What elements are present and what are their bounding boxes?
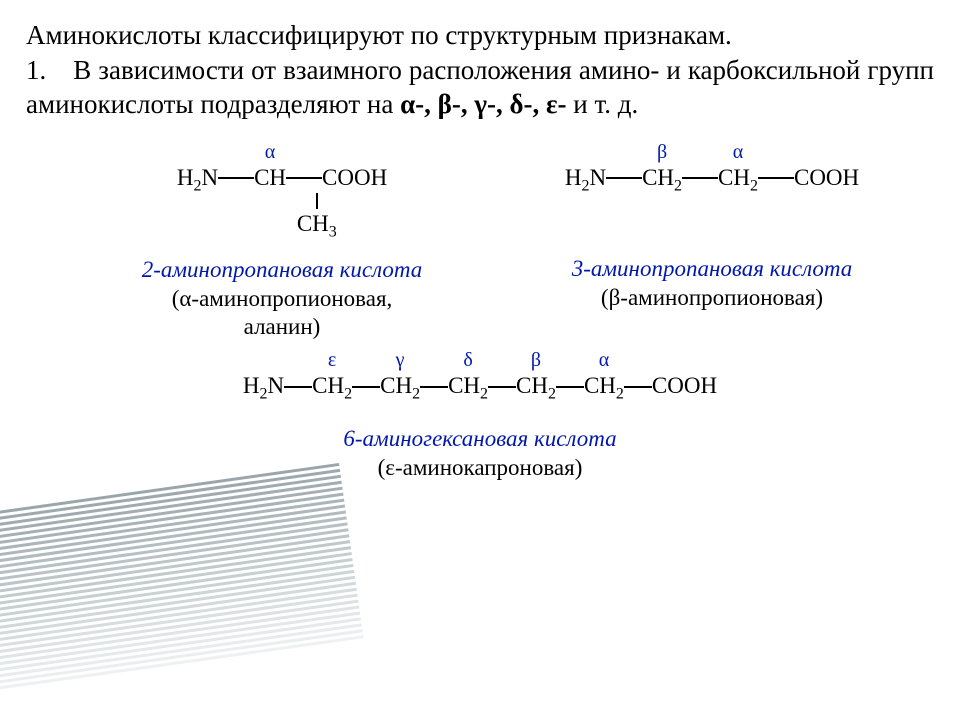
txt-2d: 2 (344, 386, 352, 403)
txt-2c: 2 (750, 177, 758, 194)
structure-2-trivial-name: (β-аминопропионовая) (502, 284, 922, 313)
frag-ch2-beta: βCH2 (642, 164, 682, 192)
txt-h: H (565, 165, 582, 190)
bond (352, 371, 380, 399)
txt-ch2: CH (642, 165, 674, 190)
txt-2e: 2 (412, 386, 420, 403)
txt-ch2: CH (448, 373, 480, 398)
greek-alpha: α (584, 350, 624, 370)
vbond (316, 193, 318, 209)
bond (286, 163, 322, 191)
structure-2-formula: H2NβCH2αCH2COOH (565, 164, 859, 242)
txt-3: 3 (329, 223, 337, 240)
txt-ch2: CH (718, 165, 750, 190)
structure-3-chain: H2NεCH2γCH2δCH2βCH2αCH2COOH (243, 372, 717, 400)
structure-3-trivial-name: (ε-аминокапроновая) (243, 454, 717, 483)
greek-beta: β (516, 350, 556, 370)
structures-row1: H2NαCHCOOH CH3 2-аминопропановая кислота… (26, 164, 934, 343)
decorative-hatch (0, 463, 375, 720)
page: Аминокислоты классифицируют по структурн… (0, 0, 960, 720)
frag-h2n: H2N (565, 164, 606, 192)
structure-3-formula: H2NεCH2γCH2δCH2βCH2αCH2COOH (243, 372, 717, 400)
greek-alpha: α (254, 142, 286, 162)
frag-ch2-alpha: αCH2 (584, 372, 624, 400)
txt-2f: 2 (480, 386, 488, 403)
frag-ch2-eps: εCH2 (312, 372, 352, 400)
bond (218, 163, 254, 191)
frag-ch2-beta: βCH2 (516, 372, 556, 400)
greek-delta: δ (448, 350, 488, 370)
greek-alpha: α (718, 142, 758, 162)
txt-ch: CH (254, 165, 286, 190)
txt-ch2: CH (584, 373, 616, 398)
greek-epsilon: ε (312, 350, 352, 370)
frag-ch2-delta: δCH2 (448, 372, 488, 400)
txt-n: N (589, 165, 606, 190)
structure-2-systematic-name: 3-аминопропановая кислота (502, 256, 922, 282)
txt-ch3a: CH (297, 211, 329, 236)
txt-ch2: CH (380, 373, 412, 398)
frag-ch2-alpha: αCH2 (718, 164, 758, 192)
txt-ch2: CH (312, 373, 344, 398)
greek-gamma: γ (380, 350, 420, 370)
txt-2b: 2 (674, 177, 682, 194)
structure-3-systematic-name: 6-аминогексановая кислота (243, 426, 717, 452)
structure-1-trivial-line2: аланин) (244, 314, 321, 339)
bond (488, 371, 516, 399)
frag-ch2-gamma: γCH2 (380, 372, 420, 400)
frag-h2n: H2N (177, 164, 218, 192)
structures-area: H2NαCHCOOH CH3 2-аминопропановая кислота… (26, 164, 934, 483)
intro-line2-bold: α-, β-, γ-, δ-, ε- (400, 89, 566, 119)
bond (682, 163, 718, 191)
structure-1-trivial-line1: (α-аминопропионовая, (172, 286, 393, 311)
txt-2h: 2 (616, 386, 624, 403)
bond (556, 371, 584, 399)
txt-n: N (268, 373, 285, 398)
txt-2: 2 (260, 386, 268, 403)
bond (284, 371, 312, 399)
structures-row2: H2NεCH2γCH2δCH2βCH2αCH2COOH 6-аминогекса… (26, 372, 934, 483)
structure-2: H2NβCH2αCH2COOH 3-аминопропановая кислот… (502, 164, 922, 343)
structure-3: H2NεCH2γCH2δCH2βCH2αCH2COOH 6-аминогекса… (243, 372, 717, 483)
bond (758, 163, 794, 191)
structure-1: H2NαCHCOOH CH3 2-аминопропановая кислота… (72, 164, 492, 343)
structure-1-formula: H2NαCHCOOH CH3 (177, 164, 387, 243)
structure-1-trivial-name: (α-аминопропионовая, аланин) (72, 285, 492, 343)
txt-h: H (243, 373, 260, 398)
frag-cooh: COOH (652, 372, 717, 400)
spacer (565, 192, 859, 242)
frag-ch3: CH3 (297, 211, 337, 237)
structure-1-systematic-name: 2-аминопропановая кислота (72, 257, 492, 283)
frag-cooh: COOH (794, 164, 859, 192)
txt-n: N (201, 165, 218, 190)
intro-text: Аминокислоты классифицируют по структурн… (26, 18, 934, 122)
bond (624, 371, 652, 399)
txt-ch2: CH (516, 373, 548, 398)
structure-2-chain: H2NβCH2αCH2COOH (565, 164, 859, 192)
txt-2g: 2 (548, 386, 556, 403)
frag-ch-alpha: αCH (254, 164, 286, 192)
intro-line2-suffix: и т. д. (567, 89, 639, 119)
intro-line1: Аминокислоты классифицируют по структурн… (26, 20, 732, 50)
greek-beta: β (642, 142, 682, 162)
structure-1-chain: H2N αCH COOH (177, 164, 387, 192)
bond (606, 163, 642, 191)
txt-h: H (177, 165, 194, 190)
frag-cooh: COOH (322, 164, 387, 192)
bond (420, 371, 448, 399)
structure-1-branch: CH3 (297, 193, 337, 243)
frag-h2n: H2N (243, 372, 284, 400)
